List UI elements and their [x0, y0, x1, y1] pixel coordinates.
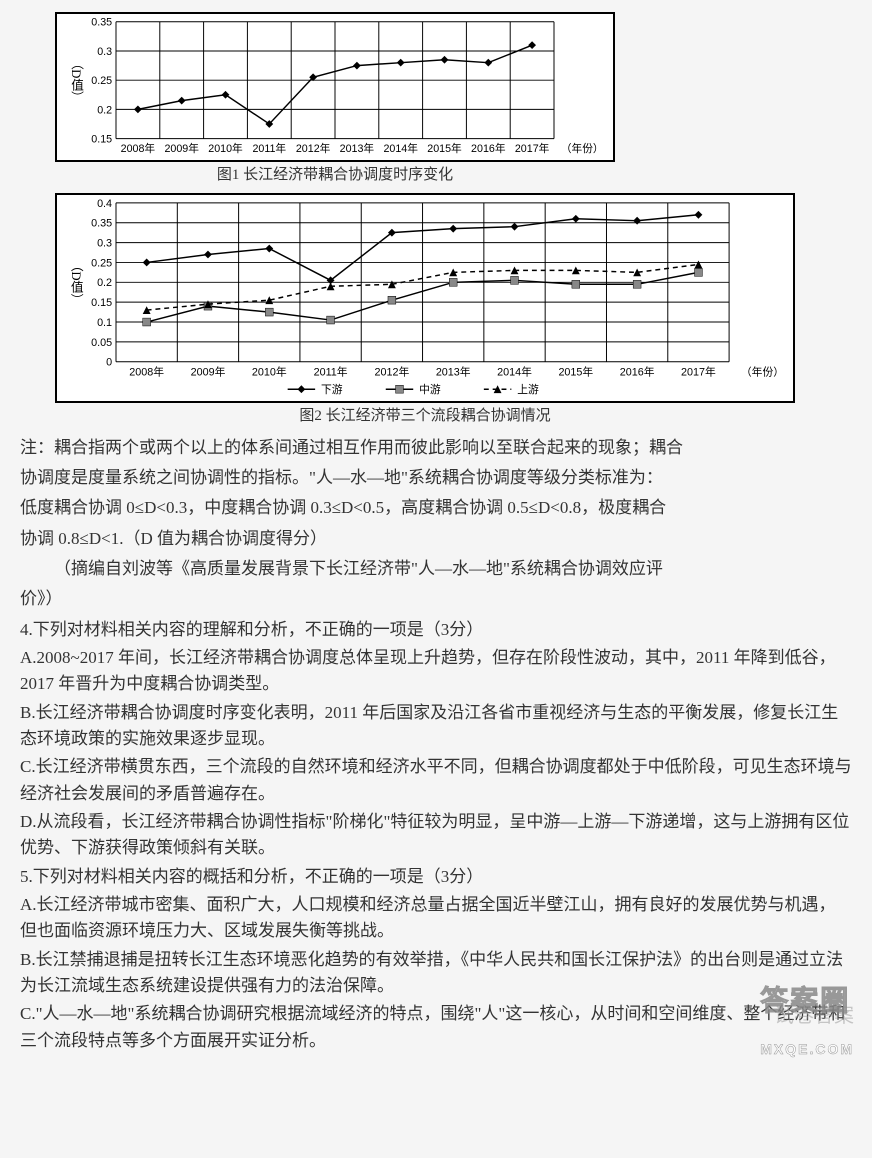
chart1-caption: 图1 长江经济带耦合协调度时序变化 — [55, 164, 615, 187]
svg-text:0.1: 0.1 — [97, 317, 112, 329]
svg-text:2011年: 2011年 — [314, 366, 348, 379]
svg-text:（年份）: （年份） — [741, 366, 784, 379]
q4-b: B.长江经济带耦合协调度时序变化表明，2011 年后国家及沿江各省市重视经济与生… — [20, 700, 852, 753]
svg-text:2009年: 2009年 — [191, 366, 226, 379]
q4-stem: 4.下列对材料相关内容的理解和分析，不正确的一项是（3分） — [20, 617, 852, 643]
source-line1: （摘编自刘波等《高质量发展背景下长江经济带"人—水—地"系统耦合协调效应评 — [20, 556, 852, 582]
q4-d: D.从流段看，长江经济带耦合协调性指标"阶梯化"特征较为明显，呈中游—上游—下游… — [20, 809, 852, 862]
svg-text:0.4: 0.4 — [97, 198, 112, 210]
svg-text:0.15: 0.15 — [91, 133, 112, 145]
svg-text:2014年: 2014年 — [497, 366, 532, 379]
q4-a: A.2008~2017 年间，长江经济带耦合协调度总体呈现上升趋势，但存在阶段性… — [20, 645, 852, 698]
svg-text:2015年: 2015年 — [558, 366, 593, 379]
note-line1: 注：耦合指两个或两个以上的体系间通过相互作用而彼此影响以至联合起来的现象；耦合 — [20, 435, 852, 461]
svg-text:中游: 中游 — [419, 383, 441, 396]
svg-text:2012年: 2012年 — [296, 142, 331, 155]
q4-c: C.长江经济带横贯东西，三个流段的自然环境和经济水平不同，但耦合协调度都处于中低… — [20, 754, 852, 807]
note-line3: 低度耦合协调 0≤D<0.3，中度耦合协调 0.3≤D<0.5，高度耦合协调 0… — [20, 495, 852, 521]
svg-text:2017年: 2017年 — [515, 142, 550, 155]
svg-text:2008年: 2008年 — [121, 142, 156, 155]
chart2-box: 0 0.05 0.1 0.15 0.2 0.25 0.3 0.35 0.4 2008年 2009年 2… — [55, 193, 795, 403]
svg-text:2008年: 2008年 — [129, 366, 164, 379]
svg-text:0.2: 0.2 — [97, 104, 112, 116]
svg-text:2015年: 2015年 — [427, 142, 462, 155]
watermark-sub: MXQE.COM — [760, 1041, 854, 1057]
svg-text:2011年: 2011年 — [252, 142, 286, 155]
svg-text:2013年: 2013年 — [340, 142, 375, 155]
svg-text:0.25: 0.25 — [91, 75, 112, 87]
svg-text:0.3: 0.3 — [97, 46, 112, 58]
svg-text:（年份）: （年份） — [561, 142, 604, 155]
svg-text:（D值）: （D值） — [69, 259, 83, 306]
svg-text:0.35: 0.35 — [91, 17, 112, 29]
source-line2: 价》） — [20, 586, 852, 612]
svg-text:0.35: 0.35 — [91, 218, 112, 230]
svg-text:2013年: 2013年 — [436, 366, 471, 379]
svg-text:0.05: 0.05 — [91, 337, 112, 349]
q5-stem: 5.下列对材料相关内容的概括和分析，不正确的一项是（3分） — [20, 864, 852, 890]
chart2-svg: 0 0.05 0.1 0.15 0.2 0.25 0.3 0.35 0.4 2008年 2009年 2… — [57, 195, 793, 401]
note-line4: 协调 0.8≤D<1.（D 值为耦合协调度得分） — [20, 526, 852, 552]
svg-text:2010年: 2010年 — [208, 142, 243, 155]
svg-text:2010年: 2010年 — [252, 366, 287, 379]
svg-text:0: 0 — [106, 357, 112, 369]
svg-text:0.25: 0.25 — [91, 258, 112, 270]
q5-b: B.长江禁捕退捕是扭转长江生态环境恶化趋势的有效举措，《中华人民共和国长江保护法… — [20, 947, 852, 1000]
chart1-svg: 0.15 0.2 0.25 0.3 0.35 2008年 2009年 2010年 2011年 20… — [57, 14, 613, 160]
svg-text:0.3: 0.3 — [97, 238, 112, 250]
svg-text:上游: 上游 — [517, 383, 539, 396]
svg-text:（D值）: （D值） — [69, 57, 83, 104]
watermark-main: 答案圈 MXQE.COM — [760, 979, 854, 1066]
svg-text:2012年: 2012年 — [375, 366, 410, 379]
svg-text:2014年: 2014年 — [383, 142, 418, 155]
svg-text:2016年: 2016年 — [471, 142, 506, 155]
svg-text:下游: 下游 — [321, 383, 343, 396]
svg-text:2017年: 2017年 — [681, 366, 716, 379]
svg-text:0.15: 0.15 — [91, 297, 112, 309]
svg-text:2016年: 2016年 — [620, 366, 655, 379]
q5-c: C."人—水—地"系统耦合协调研究根据流域经济的特点，围绕"人"这一核心，从时间… — [20, 1001, 852, 1054]
q5-a: A.长江经济带城市密集、面积广大，人口规模和经济总量占据全国近半壁江山，拥有良好… — [20, 892, 852, 945]
note-line2: 协调度是度量系统之间协调性的指标。"人—水—地"系统耦合协调度等级分类标准为： — [20, 465, 852, 491]
chart2-caption: 图2 长江经济带三个流段耦合协调情况 — [55, 405, 795, 428]
svg-text:2009年: 2009年 — [164, 142, 199, 155]
watermark-text: 答案圈 — [760, 985, 850, 1016]
svg-text:0.2: 0.2 — [97, 277, 112, 289]
chart1-box: 0.15 0.2 0.25 0.3 0.35 2008年 2009年 2010年 2011年 20… — [55, 12, 615, 162]
